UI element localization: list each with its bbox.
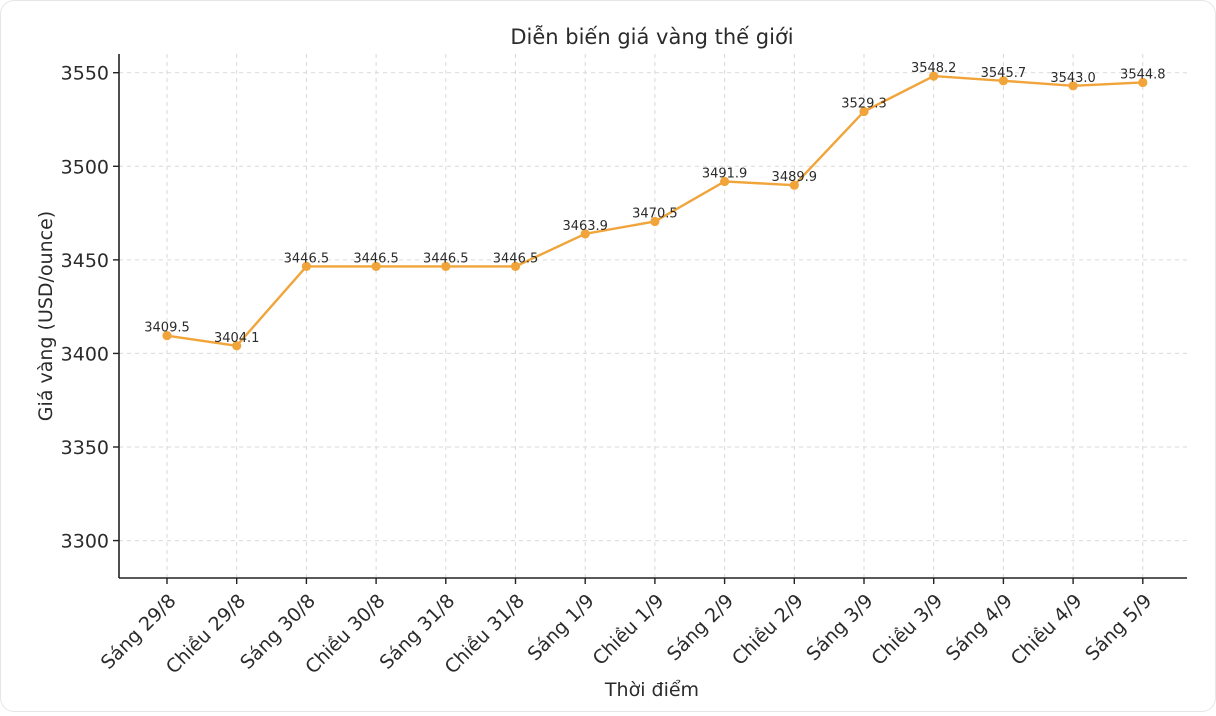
data-point — [859, 106, 869, 117]
y-axis-title: Giá vàng (USD/ounce) — [35, 211, 57, 421]
x-tick-label: Chiều 1/9 — [589, 590, 669, 670]
data-label: 3543.0 — [1050, 71, 1096, 86]
x-tick-label: Sáng 3/9 — [802, 590, 877, 665]
data-point — [301, 261, 311, 272]
data-point — [162, 331, 172, 341]
data-label: 3446.5 — [423, 251, 469, 266]
data-point — [510, 261, 521, 272]
data-labels: 3409.5 3404.1 3446.5 3446.5 3446.5 3446.5 3463… — [144, 61, 1165, 346]
data-label: 3544.8 — [1120, 67, 1166, 82]
x-tick-label: Sáng 5/9 — [1081, 590, 1156, 665]
data-point — [720, 176, 730, 187]
data-label: 3548.2 — [911, 61, 957, 76]
x-tick-label: Sáng 2/9 — [663, 590, 738, 665]
data-point — [580, 229, 590, 239]
data-label: 3446.5 — [284, 251, 330, 266]
data-label: 3446.5 — [353, 251, 399, 266]
data-point — [789, 180, 799, 190]
y-tick-label: 3350 — [61, 437, 109, 459]
data-label: 3463.9 — [562, 219, 608, 234]
x-tick-label: Chiều 4/9 — [1007, 590, 1087, 670]
data-label: 3446.5 — [493, 251, 539, 266]
x-tick-label: Chiều 3/9 — [867, 590, 947, 670]
data-point — [998, 76, 1009, 86]
data-label: 3404.1 — [214, 331, 260, 346]
y-axis-ticks: 3300 3350 3400 3450 3500 3550 — [61, 63, 119, 553]
x-tick-label: Sáng 4/9 — [942, 590, 1017, 665]
data-label: 3491.9 — [702, 166, 748, 181]
data-point — [1068, 81, 1078, 91]
data-label: 3529.3 — [841, 96, 887, 111]
data-point — [650, 216, 660, 227]
data-label: 3470.5 — [632, 206, 678, 221]
x-tick-label: Sáng 1/9 — [523, 590, 598, 665]
data-point — [441, 261, 451, 272]
data-point — [371, 261, 381, 272]
data-point — [929, 71, 939, 81]
axes — [118, 54, 1187, 579]
x-tick-label: Chiều 2/9 — [728, 590, 808, 670]
data-label: 3545.7 — [981, 66, 1027, 81]
x-axis-title: Thời điểm — [604, 679, 699, 701]
data-point — [232, 341, 242, 351]
y-tick-label: 3500 — [61, 156, 109, 178]
data-label: 3409.5 — [144, 321, 190, 336]
grid — [119, 54, 1187, 578]
y-tick-label: 3550 — [61, 63, 109, 85]
data-point — [1138, 77, 1148, 88]
y-tick-label: 3300 — [61, 531, 109, 553]
chart-title: Diễn biến giá vàng thế giới — [510, 24, 793, 49]
y-tick-label: 3400 — [61, 343, 109, 365]
series-layer — [162, 71, 1148, 351]
data-label: 3489.9 — [772, 170, 818, 185]
y-tick-label: 3450 — [61, 250, 109, 272]
